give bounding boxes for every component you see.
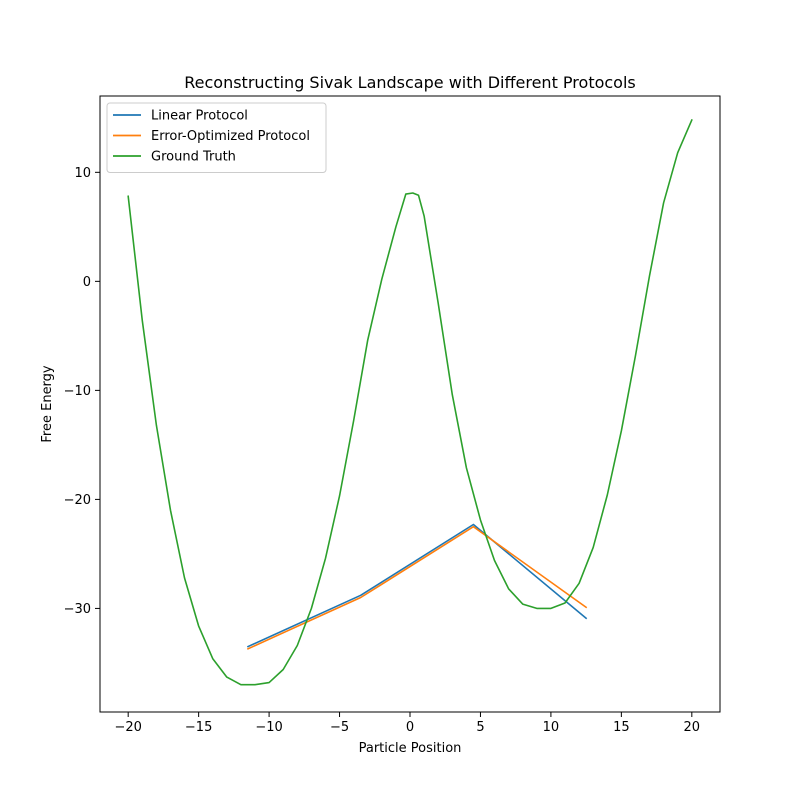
series-line-2 — [127, 118, 693, 686]
x-axis-ticks: −20 −15 −10 −5 0 5 10 15 20 — [114, 712, 700, 735]
y-axis-label: Free Energy — [40, 365, 55, 443]
x-tick-label: 10 — [543, 720, 560, 735]
series-line-1 — [246, 525, 588, 650]
y-tick-label: −30 — [64, 602, 91, 617]
x-tick-label: −10 — [255, 720, 282, 735]
x-tick-label: −15 — [185, 720, 212, 735]
x-tick-label: −5 — [330, 720, 349, 735]
plot-frame — [99, 95, 721, 713]
series-line-0 — [246, 523, 588, 648]
y-tick-label: −20 — [64, 493, 91, 508]
legend-box — [106, 102, 327, 173]
legend-label: Linear Protocol — [151, 109, 248, 124]
series-layer — [127, 118, 693, 686]
y-tick-label: −10 — [64, 384, 91, 399]
legend-label: Ground Truth — [151, 150, 236, 165]
x-tick-label: 5 — [476, 720, 484, 735]
y-axis-ticks: −30 −20 −10 0 10 — [64, 166, 100, 617]
x-tick-label: 0 — [406, 720, 414, 735]
x-axis-label: Particle Position — [359, 741, 462, 756]
chart-title: Reconstructing Sivak Landscape with Diff… — [184, 73, 636, 92]
legend-label: Error-Optimized Protocol — [151, 129, 310, 144]
legend: Linear Protocol Error-Optimized Protocol G… — [106, 102, 327, 173]
y-tick-label: 0 — [83, 275, 91, 290]
y-tick-label: 10 — [74, 166, 91, 181]
x-tick-label: 15 — [613, 720, 630, 735]
plot-area — [100, 96, 720, 712]
x-tick-label: −20 — [114, 720, 141, 735]
x-tick-label: 20 — [684, 720, 701, 735]
